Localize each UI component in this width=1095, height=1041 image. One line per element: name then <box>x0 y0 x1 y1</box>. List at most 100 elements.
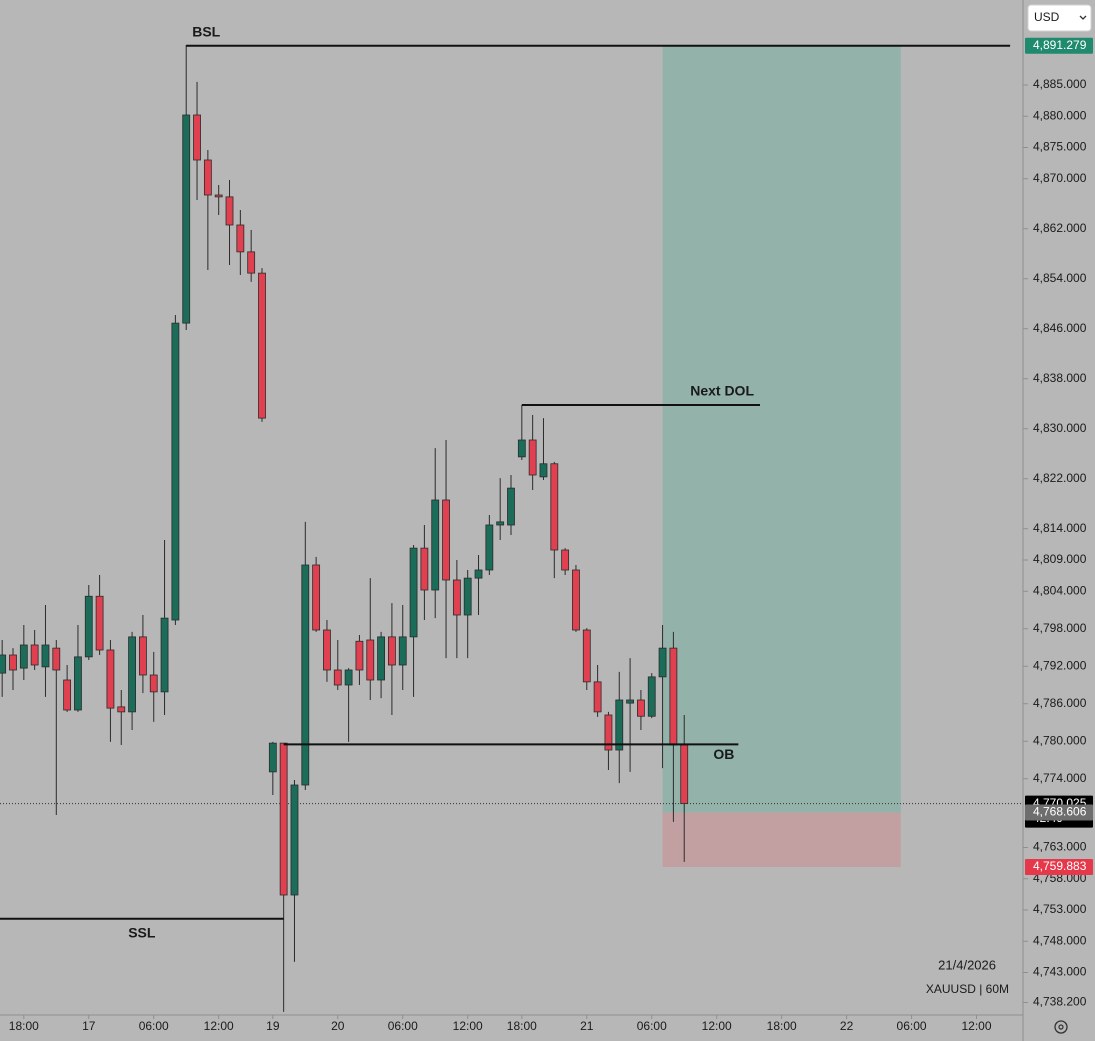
y-tick-label: 4,738.200 <box>1033 995 1087 1009</box>
profit-zone <box>662 45 901 813</box>
x-tick-label: 20 <box>331 1019 345 1033</box>
candle-body <box>84 595 93 658</box>
candle-body <box>626 699 634 704</box>
x-tick-label: 12:00 <box>204 1019 234 1033</box>
candle-body <box>247 251 256 274</box>
candle-body <box>637 699 645 717</box>
candle-body <box>160 617 169 693</box>
y-tick-label: 4,804.000 <box>1033 583 1087 597</box>
y-tick-label: 4,798.000 <box>1033 621 1087 635</box>
candle-body <box>409 547 418 638</box>
x-tick-label: 17 <box>82 1019 96 1033</box>
candle-body <box>214 194 223 198</box>
candle-body <box>63 679 72 711</box>
candle-body <box>647 676 656 717</box>
candle-body <box>268 742 277 773</box>
candle-body <box>312 564 321 631</box>
candle-body <box>431 499 440 591</box>
y-tick-label: 4,854.000 <box>1033 271 1087 285</box>
loss-zone <box>662 812 901 867</box>
candle-body <box>236 224 245 253</box>
candle-body <box>572 569 580 631</box>
candle-body <box>420 547 429 591</box>
candle-body <box>398 636 407 666</box>
candle-body <box>0 654 7 674</box>
settings-button[interactable] <box>1054 1020 1068 1034</box>
candle-body <box>193 114 201 161</box>
candle-body <box>539 463 548 478</box>
y-tick-label: 4,885.000 <box>1033 77 1087 91</box>
candle-body <box>452 579 461 616</box>
y-tick-label: 4,862.000 <box>1033 221 1087 235</box>
candle-body <box>149 674 158 693</box>
x-tick-label: 19 <box>266 1019 280 1033</box>
price-tag <box>1025 804 1093 821</box>
currency-label[interactable]: USD <box>1034 10 1060 24</box>
y-tick-label: 4,809.000 <box>1033 552 1087 566</box>
candle-body <box>377 636 385 681</box>
x-tick-label: 18:00 <box>767 1019 797 1033</box>
x-tick-label: 18:00 <box>9 1019 39 1033</box>
y-tick-label: 4,880.000 <box>1033 108 1087 122</box>
candle-body <box>258 272 266 419</box>
candle-body <box>604 714 613 751</box>
y-tick-label: 4,838.000 <box>1033 371 1087 385</box>
candle-body <box>74 656 82 711</box>
candle-body <box>301 564 310 786</box>
x-tick-label: 18:00 <box>507 1019 537 1033</box>
y-tick-label: 4,753.000 <box>1033 902 1087 916</box>
candle-body <box>366 639 375 681</box>
currency-select[interactable]: USD <box>1027 4 1092 32</box>
candle-body <box>128 636 136 713</box>
candle-body <box>182 114 191 324</box>
price-tag-label: 4,768.606 <box>1033 805 1087 819</box>
candle-body <box>344 669 353 686</box>
price-tag <box>1025 858 1093 875</box>
x-tick-label: 21 <box>580 1019 594 1033</box>
y-tick-label: 4,743.000 <box>1033 965 1087 979</box>
x-tick-label: 06:00 <box>139 1019 169 1033</box>
date-label: 21/4/2026 <box>938 957 996 972</box>
candle-body <box>561 549 570 571</box>
candle-body <box>669 647 678 746</box>
chevron[interactable] <box>1079 15 1087 20</box>
candle-body <box>485 524 494 571</box>
candle-body <box>9 654 17 671</box>
x-tick-label: 06:00 <box>388 1019 418 1033</box>
level-label: SSL <box>128 924 156 940</box>
y-tick-label: 4,763.000 <box>1033 840 1087 854</box>
candle-body <box>279 742 288 896</box>
candle-body <box>474 569 483 579</box>
gear[interactable] <box>1054 1020 1068 1034</box>
y-tick-label: 4,822.000 <box>1033 471 1087 485</box>
x-tick-label: 12:00 <box>962 1019 992 1033</box>
price-tag-label: 4,891.279 <box>1033 38 1087 52</box>
candle-body <box>615 699 624 751</box>
select-box[interactable] <box>1027 4 1092 32</box>
level-label: BSL <box>192 23 220 39</box>
candle-body <box>496 521 505 526</box>
symbol-label: XAUUSD | 60M <box>926 982 1009 996</box>
candle-body <box>41 644 50 668</box>
x-tick-label: 22 <box>840 1019 854 1033</box>
candle-body <box>19 644 28 669</box>
candle-body <box>95 595 104 651</box>
candle-body <box>117 706 126 713</box>
gear-hub[interactable] <box>1058 1024 1064 1030</box>
candle-body <box>658 647 667 678</box>
y-tick-label: 4,814.000 <box>1033 521 1087 535</box>
candle-body <box>550 463 559 551</box>
y-tick-label: 4,786.000 <box>1033 696 1087 710</box>
candle-body <box>507 487 515 526</box>
candle-body <box>30 644 39 666</box>
level-label: OB <box>713 746 734 762</box>
y-tick-label: 4,870.000 <box>1033 171 1087 185</box>
y-tick-label: 4,780.000 <box>1033 733 1087 747</box>
candle-body <box>323 629 331 671</box>
x-tick-label: 12:00 <box>702 1019 732 1033</box>
candle-body <box>203 159 212 196</box>
candle-body <box>442 499 450 581</box>
candle-body <box>225 196 234 226</box>
